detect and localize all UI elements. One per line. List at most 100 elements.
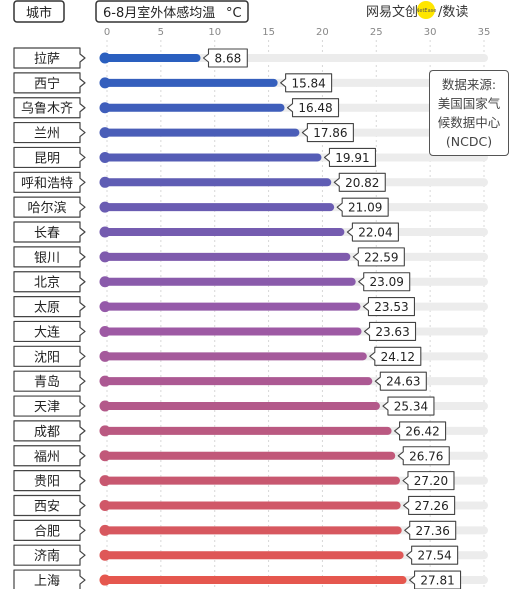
bar-bulb xyxy=(99,499,111,511)
chart-row: 贵阳 27.20 xyxy=(13,470,488,492)
value-callout xyxy=(382,396,435,416)
city-label: 兰州 xyxy=(34,127,60,142)
city-label: 昆明 xyxy=(34,151,60,166)
tick-label: 15 xyxy=(262,27,275,38)
value-callout xyxy=(403,495,456,516)
value-callout xyxy=(394,421,447,441)
value-label: 27.81 xyxy=(420,574,454,588)
source-note: 数据来源: 美国国家气 候数据中心 (NCDC) xyxy=(429,70,509,156)
city-label-box xyxy=(13,171,86,193)
bar-bulb xyxy=(99,201,111,213)
value-callout xyxy=(280,73,333,93)
chart-row: 哈尔滨 21.09 xyxy=(13,196,488,218)
chart-unit: °C xyxy=(226,6,242,21)
value-callout xyxy=(352,247,405,267)
chart-row: 沈阳 24.12 xyxy=(13,345,488,367)
value-label: 22.59 xyxy=(364,250,398,264)
value-label: 21.09 xyxy=(348,201,382,215)
bar-bulb xyxy=(99,151,111,163)
tick-label: 25 xyxy=(370,27,383,38)
value-callout xyxy=(336,197,389,217)
bar xyxy=(101,377,373,386)
city-label-box xyxy=(13,221,86,243)
value-callout xyxy=(202,48,248,68)
bar xyxy=(101,178,332,187)
chart-row: 乌鲁木齐 16.48 xyxy=(13,97,488,119)
axis-ticks: 0 5 10 15 20 25 30 35 xyxy=(104,27,491,38)
chart-title-group: 6-8月室外体感均温 °C xyxy=(95,0,249,23)
bar-bulb xyxy=(99,102,111,114)
value-callout xyxy=(374,371,427,391)
value-label: 20.82 xyxy=(345,176,379,190)
city-label: 拉萨 xyxy=(34,52,60,67)
city-label: 成都 xyxy=(34,425,60,440)
city-label: 太原 xyxy=(34,301,60,316)
bar xyxy=(101,451,396,460)
city-label: 大连 xyxy=(34,324,60,340)
city-label-box xyxy=(13,146,86,169)
value-callout xyxy=(346,222,399,242)
bar xyxy=(101,54,201,62)
value-label: 16.48 xyxy=(298,101,332,115)
city-label-box xyxy=(13,470,86,492)
bar-bulb xyxy=(99,350,111,362)
chart-row: 大连 23.63 xyxy=(13,320,488,343)
city-label: 福州 xyxy=(34,450,60,465)
chart-row: 长春 22.04 xyxy=(13,221,488,243)
bar xyxy=(101,252,351,261)
city-label: 济南 xyxy=(34,548,60,564)
chart-row: 银川 22.59 xyxy=(13,246,488,268)
city-label: 沈阳 xyxy=(34,350,60,365)
bar xyxy=(101,203,335,212)
city-header-box xyxy=(13,0,65,23)
chart-row: 太原 23.53 xyxy=(13,296,488,318)
brand-badge: NetEase xyxy=(416,8,437,14)
city-label: 西安 xyxy=(34,499,60,514)
bar xyxy=(101,302,361,311)
chart-row: 拉萨 8.68 xyxy=(13,47,488,69)
city-label: 贵阳 xyxy=(34,475,60,490)
bar xyxy=(101,526,402,535)
value-label: 27.26 xyxy=(414,499,448,513)
chart-row: 呼和浩特 20.82 xyxy=(13,171,488,193)
city-label-box xyxy=(13,445,86,467)
value-label: 22.04 xyxy=(358,226,392,240)
city-label: 合肥 xyxy=(34,524,60,539)
tick-label: 20 xyxy=(316,27,329,38)
bar-bulb xyxy=(99,251,111,263)
city-label-box xyxy=(13,246,86,268)
value-label: 25.34 xyxy=(394,400,428,414)
bar-bulb xyxy=(99,475,111,487)
bar xyxy=(101,352,367,361)
chart-row: 北京 23.09 xyxy=(13,271,488,293)
chart-row: 福州 26.76 xyxy=(13,445,488,467)
value-callout xyxy=(406,545,459,565)
chart-row: 合肥 27.36 xyxy=(13,519,488,541)
value-callout xyxy=(397,446,450,466)
value-callout xyxy=(358,272,411,292)
city-label: 长春 xyxy=(34,226,60,241)
value-callout xyxy=(362,297,416,317)
bar-bulb xyxy=(99,425,111,437)
bar-bulb xyxy=(99,450,111,462)
value-label: 27.54 xyxy=(417,549,451,563)
city-label-box xyxy=(13,196,86,218)
chart-row: 青岛 24.63 xyxy=(13,370,488,392)
bar-bulb xyxy=(99,375,111,387)
bar-bulb xyxy=(99,176,111,188)
city-label-box xyxy=(13,320,86,343)
value-label: 23.63 xyxy=(375,325,409,339)
value-callout xyxy=(286,98,340,118)
value-callout xyxy=(333,172,386,192)
value-callout xyxy=(323,147,377,167)
brand-badge-circle xyxy=(417,1,435,19)
bar xyxy=(101,277,356,286)
chart-row: 西宁 15.84 xyxy=(13,72,488,94)
bar-bulb xyxy=(99,549,111,561)
city-label: 银川 xyxy=(34,251,60,266)
city-header-label: 城市 xyxy=(26,5,52,21)
value-callout xyxy=(402,471,455,491)
brand-prefix: 网易 xyxy=(366,5,392,20)
value-callout xyxy=(409,570,462,590)
city-label: 青岛 xyxy=(34,374,60,390)
